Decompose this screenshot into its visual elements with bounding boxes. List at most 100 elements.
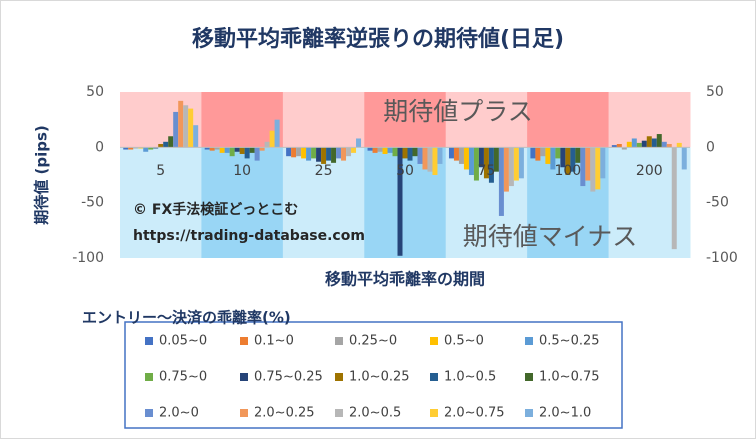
legend-label: 0.5~0 [444, 334, 484, 349]
legend-swatch [335, 373, 343, 381]
bar [356, 138, 362, 148]
bar [666, 144, 672, 148]
bar [153, 147, 159, 149]
bar [530, 147, 536, 159]
bar [264, 141, 270, 148]
bar [123, 147, 129, 150]
legend-swatch [525, 409, 533, 417]
bar [341, 147, 347, 161]
bar [535, 147, 541, 161]
legend-label: 2.0~0.75 [444, 406, 505, 421]
bar [453, 147, 459, 161]
y2-tick-label: -50 [706, 195, 729, 211]
bar [493, 147, 499, 172]
bar [600, 147, 606, 179]
bar [498, 147, 504, 216]
x-tick-label: 10 [233, 163, 251, 179]
bar [407, 147, 413, 161]
bar [249, 147, 255, 153]
bar [274, 119, 280, 148]
x-tick-label: 75 [478, 163, 496, 179]
annotation: © FX手法検証どっとこむ [133, 201, 298, 218]
bar [291, 147, 297, 158]
bar [326, 147, 332, 161]
legend-swatch [430, 373, 438, 381]
bar [183, 105, 189, 148]
bar [193, 125, 199, 148]
negative-band [608, 147, 691, 258]
bar [651, 138, 657, 148]
bar [296, 147, 302, 157]
bar [168, 136, 174, 148]
y-tick-label: 0 [95, 139, 104, 155]
negative-band [201, 147, 284, 258]
bar [259, 147, 265, 151]
bar [316, 147, 322, 162]
bar [616, 144, 622, 148]
y-tick-label: -50 [81, 195, 104, 211]
bar [143, 147, 149, 152]
bar [397, 147, 403, 256]
annotation: 期待値マイナス [463, 222, 638, 251]
bar [570, 147, 576, 172]
bar [676, 142, 682, 148]
x-tick-label: 50 [396, 163, 414, 179]
legend-title: エントリー～決済の乖離率(%) [82, 309, 291, 327]
y2-tick-label: 50 [706, 84, 724, 100]
bar [254, 147, 260, 161]
legend-label: 2.0~0.25 [254, 406, 315, 421]
legend-swatch [525, 373, 533, 381]
bar [555, 147, 561, 159]
bar [214, 147, 220, 150]
bar [681, 147, 687, 170]
annotation: https://trading-database.com [133, 228, 365, 244]
bar [565, 147, 571, 175]
positive-band [364, 92, 447, 148]
y2-tick-label: 0 [706, 139, 715, 155]
legend-label: 2.0~0.5 [349, 406, 401, 421]
bar [417, 147, 423, 164]
bar [269, 130, 275, 148]
legend-swatch [145, 337, 153, 345]
legend-label: 0.05~0 [159, 334, 207, 349]
bar [448, 147, 454, 159]
negative-band [282, 147, 365, 258]
bar [508, 147, 514, 187]
legend-swatch [525, 337, 533, 345]
bar [468, 147, 474, 175]
legend-swatch [430, 337, 438, 345]
bar [163, 141, 169, 148]
bar [580, 147, 586, 187]
bar [301, 147, 307, 159]
bar [585, 147, 591, 181]
legend-swatch [240, 337, 248, 345]
x-tick-label: 100 [554, 163, 581, 179]
bar [209, 147, 215, 151]
legend-label: 1.0~0.25 [349, 370, 410, 385]
legend-label: 0.25~0 [349, 334, 397, 349]
bar [204, 147, 210, 150]
bar [590, 147, 596, 192]
bar [518, 147, 524, 179]
bar [540, 147, 546, 157]
bar [148, 147, 154, 150]
bar [545, 147, 551, 164]
legend-label: 0.75~0.25 [254, 370, 323, 385]
bar [671, 147, 677, 250]
y-tick-label: -100 [72, 250, 104, 266]
y2-tick-label: -100 [706, 250, 738, 266]
bar [173, 111, 179, 148]
chart-title: 移動平均乖離率逆張りの期待値(日足) [192, 26, 564, 52]
bar [488, 147, 494, 183]
bar [626, 141, 632, 148]
bar [133, 147, 139, 149]
bar [224, 147, 230, 153]
bar [550, 147, 556, 170]
bar [432, 147, 438, 175]
bar [656, 134, 662, 148]
legend-label: 1.0~0.5 [444, 370, 496, 385]
legend-label: 1.0~0.75 [539, 370, 600, 385]
bar [234, 147, 240, 152]
bar [611, 145, 617, 148]
bar [478, 147, 484, 168]
